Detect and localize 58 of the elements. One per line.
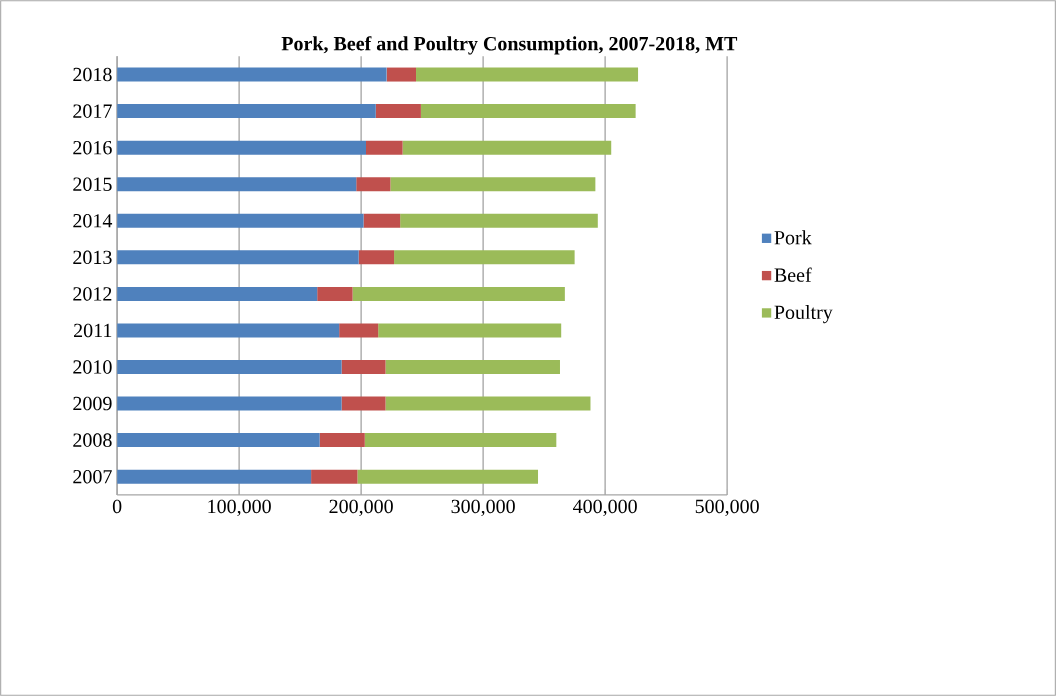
- y-tick-label: 2011: [74, 323, 112, 338]
- bar: [117, 140, 366, 155]
- bar: [416, 67, 639, 82]
- bar: [117, 469, 312, 484]
- bar: [341, 360, 386, 374]
- bar: [117, 177, 357, 192]
- y-tick-label: 2010: [73, 360, 112, 374]
- bar: [390, 177, 596, 192]
- x-tick-label: 500,000: [695, 499, 759, 517]
- bar: [420, 104, 636, 119]
- bar: [394, 250, 575, 265]
- bar: [117, 396, 342, 411]
- bar: [117, 433, 320, 448]
- bar: [319, 433, 365, 448]
- legend-label: Pork: [774, 230, 812, 245]
- x-tick-label: 0: [112, 499, 122, 514]
- y-tick-label: 2014: [73, 214, 113, 228]
- x-tick-label: 200,000: [329, 499, 393, 517]
- bar: [366, 140, 403, 155]
- y-tick-label: 2018: [73, 67, 112, 82]
- bar: [117, 250, 359, 265]
- bar: [341, 396, 386, 411]
- bar: [364, 433, 557, 448]
- y-tick-label: 2007: [73, 469, 112, 484]
- y-tick-label: 2017: [73, 104, 112, 118]
- bar: [117, 323, 340, 338]
- bar: [358, 250, 395, 265]
- bar: [356, 177, 391, 192]
- bar: [378, 323, 562, 338]
- legend-label: Beef: [774, 267, 812, 282]
- y-tick-label: 2016: [73, 140, 112, 155]
- y-tick-label: 2009: [73, 396, 112, 411]
- bar: [117, 104, 376, 119]
- bar: [117, 213, 364, 228]
- x-tick-label: 100,000: [208, 499, 271, 517]
- chart-title: Pork, Beef and Poultry Consumption, 2007-2018, MT: [281, 36, 738, 55]
- x-tick-label: 400,000: [573, 499, 637, 517]
- bar: [385, 396, 591, 411]
- x-tick-label: 300,000: [451, 499, 515, 517]
- y-tick-label: 2008: [73, 433, 112, 447]
- bar: [117, 67, 387, 82]
- bar: [386, 67, 417, 82]
- bar: [402, 140, 612, 155]
- y-tick-label: 2013: [73, 250, 112, 265]
- y-tick-label: 2012: [73, 287, 112, 301]
- bar: [339, 323, 379, 338]
- bar: [375, 104, 421, 119]
- bar: [311, 469, 358, 484]
- y-tick-label: 2015: [73, 177, 112, 191]
- bar: [117, 286, 318, 301]
- legend-label: Poultry: [774, 305, 833, 324]
- bar: [363, 213, 401, 228]
- bar: [385, 360, 560, 374]
- bar: [400, 213, 598, 228]
- bar: [357, 469, 539, 484]
- bar: [352, 286, 565, 301]
- bar: [317, 286, 353, 301]
- bar: [117, 360, 342, 374]
